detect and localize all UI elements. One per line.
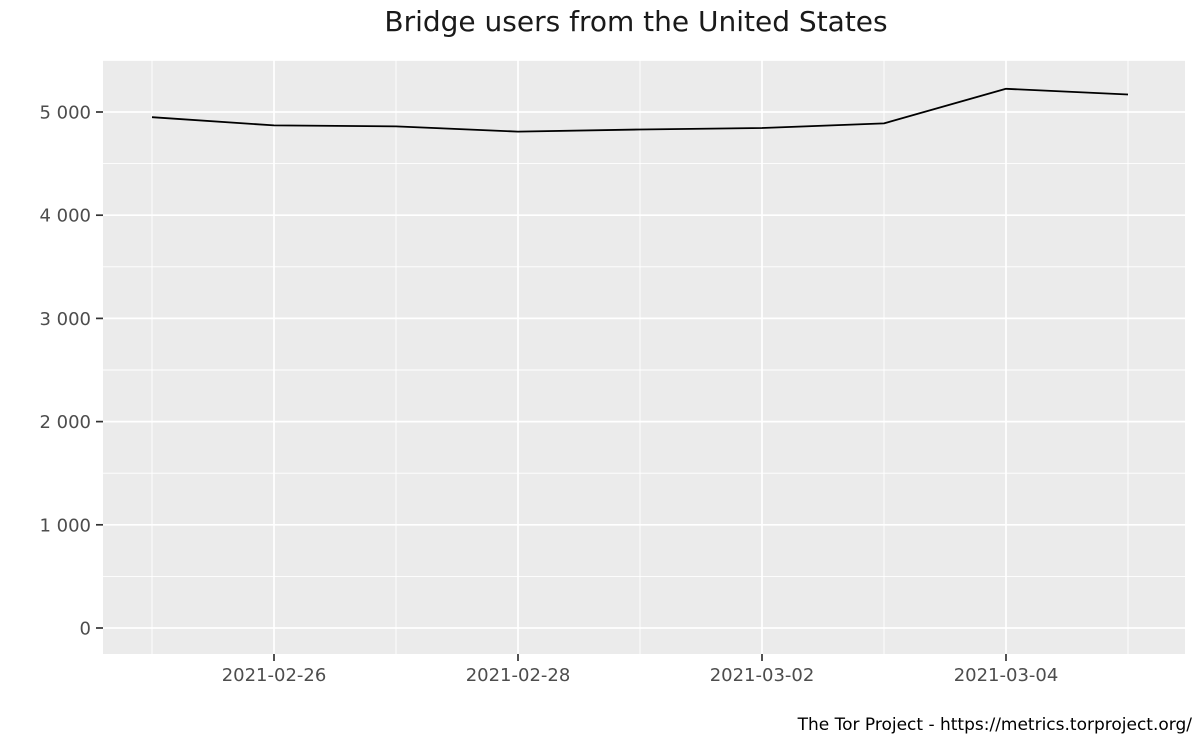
x-tick-label: 2021-02-26	[222, 665, 327, 686]
x-tick-label: 2021-03-04	[954, 665, 1059, 686]
gridlines	[103, 59, 1185, 654]
chart-caption: The Tor Project - https://metrics.torpro…	[797, 715, 1193, 735]
y-tick-label: 5 000	[39, 103, 91, 124]
axes: 2021-02-26 2021-02-28 2021-03-02 2021-03-04…	[39, 103, 1058, 687]
y-tick-label: 0	[80, 619, 91, 640]
panel-background	[103, 60, 1185, 654]
x-tick-label: 2021-02-28	[466, 665, 571, 686]
y-tick-label: 2 000	[39, 412, 91, 433]
y-tick-label: 4 000	[39, 206, 91, 227]
data-series	[151, 87, 1129, 133]
y-tick-label: 3 000	[39, 309, 91, 330]
y-tick-label: 1 000	[39, 515, 91, 536]
data-line	[151, 87, 1129, 133]
chart-title: Bridge users from the United States	[384, 5, 887, 38]
x-tick-label: 2021-03-02	[710, 665, 815, 686]
plot-panel	[103, 60, 1185, 654]
